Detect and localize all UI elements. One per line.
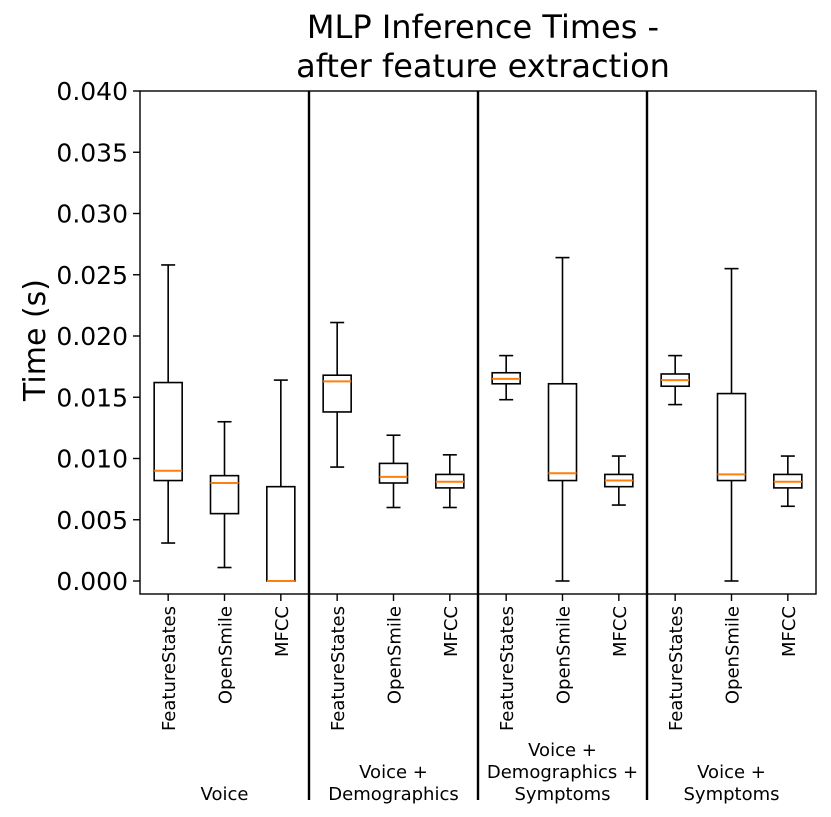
x-tick-label: MFCC: [272, 606, 293, 657]
box-iqr: [322, 374, 352, 413]
x-axis-ticks: FeatureStates OpenSmile MFCC FeatureStates O…: [159, 594, 800, 731]
box-iqr: [716, 392, 747, 482]
group-label-line: Voice +: [528, 740, 597, 761]
y-tick-label: 0.010: [56, 445, 128, 474]
x-tick-label: OpenSmile: [216, 606, 237, 704]
x-tick-label: MFCC: [779, 606, 800, 657]
group-label-line: Voice +: [697, 762, 766, 783]
box-item: [266, 379, 296, 582]
chart-title: MLP Inference Times -after feature extra…: [296, 8, 670, 85]
chart-title-line: after feature extraction: [296, 47, 670, 85]
y-tick-label: 0.035: [56, 138, 128, 167]
x-tick-label: OpenSmile: [385, 606, 406, 704]
y-tick-label: 0.025: [56, 261, 128, 290]
group-label-line: Voice: [201, 784, 249, 805]
box-iqr: [266, 485, 296, 582]
y-tick-label: 0.015: [56, 383, 128, 412]
y-tick-label: 0.005: [56, 506, 128, 535]
y-axis-ticks: 0.000 0.005 0.010 0.015 0.020 0.025 0.030 0.035…: [56, 77, 140, 596]
box-iqr: [209, 474, 240, 515]
y-tick-label: 0.030: [56, 200, 128, 229]
x-tick-label: FeatureStates: [497, 606, 518, 731]
x-tick-label: MFCC: [441, 606, 462, 657]
box-item: [547, 256, 578, 582]
y-tick-label: 0.040: [56, 77, 128, 106]
box-item: [773, 455, 803, 508]
x-tick-label: OpenSmile: [723, 606, 744, 704]
box-iqr: [378, 462, 409, 484]
box-item: [209, 420, 240, 569]
box-item: [604, 455, 634, 506]
x-tick-label: MFCC: [610, 606, 631, 657]
plot-frame: [139, 90, 817, 595]
box-item: [491, 354, 521, 401]
box-item: [435, 454, 465, 509]
group-label-line: Demographics +: [487, 762, 638, 783]
box-item: [660, 354, 690, 406]
group-separators: [307, 91, 649, 800]
y-tick-label: 0.000: [56, 567, 128, 596]
box-item: [378, 434, 409, 509]
box-item: [153, 264, 183, 544]
box-item: [322, 321, 352, 468]
group-label-line: Symptoms: [514, 784, 610, 805]
x-tick-label: OpenSmile: [554, 606, 575, 704]
x-tick-label: FeatureStates: [666, 606, 687, 731]
x-tick-label: FeatureStates: [159, 606, 180, 731]
y-tick-label: 0.020: [56, 322, 128, 351]
box-iqr: [153, 381, 183, 482]
group-label-line: Symptoms: [683, 784, 779, 805]
x-tick-label: FeatureStates: [328, 606, 349, 731]
box-item: [716, 267, 747, 582]
chart-title-line: MLP Inference Times -: [307, 8, 659, 46]
group-label-line: Demographics: [328, 784, 458, 805]
group-label-line: Voice +: [359, 762, 428, 783]
box-series: [153, 256, 803, 582]
y-axis-label: Time (s): [18, 279, 53, 402]
box-iqr: [547, 382, 578, 482]
